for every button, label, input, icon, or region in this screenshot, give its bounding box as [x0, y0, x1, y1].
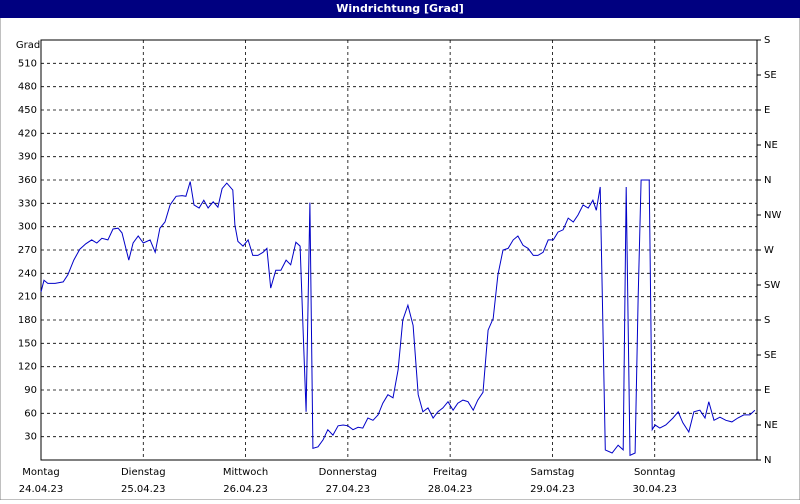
x-tick-label: Donnerstag [319, 467, 377, 478]
y2-tick-label: E [764, 105, 770, 116]
y2-tick-label: SE [764, 350, 777, 361]
y-tick-label: 270 [18, 245, 37, 256]
y-tick-label: 360 [18, 175, 37, 186]
x-tick-label: Freitag [433, 467, 467, 478]
y-tick-label: 150 [18, 338, 37, 349]
y-tick-label: 180 [18, 315, 37, 326]
y-tick-label: 300 [18, 222, 37, 233]
y2-tick-label: S [764, 35, 770, 46]
y-label: Grad [16, 40, 40, 51]
y-tick-label: 60 [24, 408, 37, 419]
y2-tick-label: N [764, 175, 771, 186]
y-tick-label: 450 [18, 105, 37, 116]
x-tick-label: Mittwoch [223, 467, 268, 478]
y2-tick-label: NE [764, 420, 778, 431]
y-tick-label: 210 [18, 292, 37, 303]
y2-tick-label: SW [764, 280, 780, 291]
y2-tick-label: NW [764, 210, 781, 221]
x-tick-label: Sonntag [634, 467, 676, 478]
y-tick-label: 420 [18, 128, 37, 139]
y-tick-label: 240 [18, 268, 37, 279]
y-tick-label: 30 [24, 432, 37, 443]
x-tick-date: 29.04.23 [530, 484, 575, 495]
chart-title: Windrichtung [Grad] [336, 2, 464, 15]
y2-tick-label: S [764, 315, 770, 326]
x-tick-date: 26.04.23 [223, 484, 268, 495]
title-bar [0, 0, 800, 18]
x-tick-date: 24.04.23 [19, 484, 64, 495]
y2-tick-label: E [764, 385, 770, 396]
y2-tick-label: SE [764, 70, 777, 81]
y-tick-label: 120 [18, 362, 37, 373]
y-tick-label: 480 [18, 82, 37, 93]
x-tick-label: Montag [22, 467, 59, 478]
y2-tick-label: NE [764, 140, 778, 151]
x-tick-date: 30.04.23 [632, 484, 677, 495]
x-tick-label: Dienstag [121, 467, 166, 478]
y-tick-label: 390 [18, 152, 37, 163]
x-tick-label: Samstag [531, 467, 575, 478]
y-tick-label: 330 [18, 198, 37, 209]
y2-tick-label: W [764, 245, 774, 256]
y-tick-label: 510 [18, 58, 37, 69]
y2-tick-label: N [764, 455, 771, 466]
data-line [40, 179, 756, 457]
x-tick-date: 28.04.23 [428, 484, 473, 495]
x-tick-date: 27.04.23 [326, 484, 371, 495]
x-tick-date: 25.04.23 [121, 484, 166, 495]
y-tick-label: 90 [24, 385, 37, 396]
